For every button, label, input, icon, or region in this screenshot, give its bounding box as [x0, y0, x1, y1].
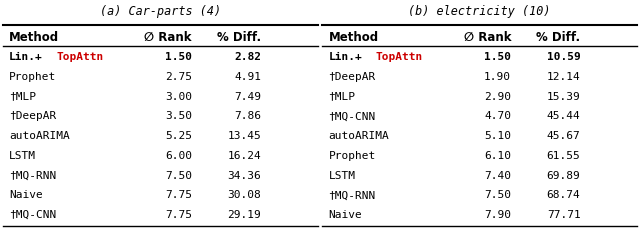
Text: 12.14: 12.14 — [547, 72, 580, 82]
Text: †DeepAR: †DeepAR — [9, 111, 56, 121]
Text: % Diff.: % Diff. — [217, 31, 261, 44]
Text: 34.36: 34.36 — [227, 171, 261, 181]
Text: 7.40: 7.40 — [484, 171, 511, 181]
Text: 45.44: 45.44 — [547, 111, 580, 121]
Text: ∅ Rank: ∅ Rank — [145, 31, 192, 44]
Text: 7.75: 7.75 — [165, 190, 192, 200]
Text: †MLP: †MLP — [328, 92, 355, 102]
Text: 15.39: 15.39 — [547, 92, 580, 102]
Text: Lin.+: Lin.+ — [9, 52, 43, 62]
Text: TopAttn: TopAttn — [56, 52, 104, 62]
Text: †MQ-CNN: †MQ-CNN — [9, 210, 56, 220]
Text: Method: Method — [9, 31, 60, 44]
Text: Naive: Naive — [328, 210, 362, 220]
Text: 4.91: 4.91 — [234, 72, 261, 82]
Text: 10.59: 10.59 — [547, 52, 580, 62]
Text: 4.70: 4.70 — [484, 111, 511, 121]
Text: 16.24: 16.24 — [227, 151, 261, 161]
Text: †MQ-RNN: †MQ-RNN — [9, 171, 56, 181]
Text: †MLP: †MLP — [9, 92, 36, 102]
Text: 77.71: 77.71 — [547, 210, 580, 220]
Text: 13.45: 13.45 — [227, 131, 261, 141]
Text: 3.00: 3.00 — [165, 92, 192, 102]
Text: 7.50: 7.50 — [165, 171, 192, 181]
Text: Naive: Naive — [9, 190, 43, 200]
Text: 3.50: 3.50 — [165, 111, 192, 121]
Text: 7.90: 7.90 — [484, 210, 511, 220]
Text: % Diff.: % Diff. — [536, 31, 580, 44]
Text: ∅ Rank: ∅ Rank — [463, 31, 511, 44]
Text: †MQ-RNN: †MQ-RNN — [328, 190, 376, 200]
Text: LSTM: LSTM — [328, 171, 355, 181]
Text: 6.10: 6.10 — [484, 151, 511, 161]
Text: 2.75: 2.75 — [165, 72, 192, 82]
Text: autoARIMA: autoARIMA — [9, 131, 70, 141]
Text: 5.25: 5.25 — [165, 131, 192, 141]
Text: 61.55: 61.55 — [547, 151, 580, 161]
Text: autoARIMA: autoARIMA — [328, 131, 389, 141]
Text: 5.10: 5.10 — [484, 131, 511, 141]
Text: 68.74: 68.74 — [547, 190, 580, 200]
Text: TopAttn: TopAttn — [376, 52, 423, 62]
Text: Method: Method — [328, 31, 378, 44]
Text: 29.19: 29.19 — [227, 210, 261, 220]
Text: (b) electricity (10): (b) electricity (10) — [408, 5, 551, 18]
Text: 7.75: 7.75 — [165, 210, 192, 220]
Text: LSTM: LSTM — [9, 151, 36, 161]
Text: 69.89: 69.89 — [547, 171, 580, 181]
Text: †MQ-CNN: †MQ-CNN — [328, 111, 376, 121]
Text: 1.50: 1.50 — [165, 52, 192, 62]
Text: 6.00: 6.00 — [165, 151, 192, 161]
Text: Prophet: Prophet — [9, 72, 56, 82]
Text: 2.90: 2.90 — [484, 92, 511, 102]
Text: 2.82: 2.82 — [234, 52, 261, 62]
Text: 45.67: 45.67 — [547, 131, 580, 141]
Text: 30.08: 30.08 — [227, 190, 261, 200]
Text: †DeepAR: †DeepAR — [328, 72, 376, 82]
Text: 1.50: 1.50 — [484, 52, 511, 62]
Text: 7.50: 7.50 — [484, 190, 511, 200]
Text: 7.49: 7.49 — [234, 92, 261, 102]
Text: Lin.+: Lin.+ — [328, 52, 362, 62]
Text: (a) Car-parts (4): (a) Car-parts (4) — [100, 5, 221, 18]
Text: 7.86: 7.86 — [234, 111, 261, 121]
Text: Prophet: Prophet — [328, 151, 376, 161]
Text: 1.90: 1.90 — [484, 72, 511, 82]
